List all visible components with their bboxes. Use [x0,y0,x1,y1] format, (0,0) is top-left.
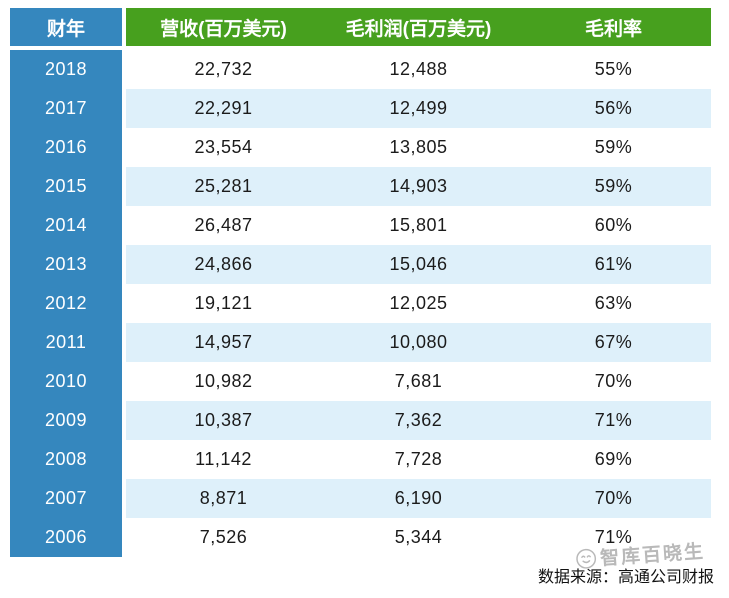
table-row: 2015 25,281 14,903 59% [10,167,711,206]
table-body: 2018 22,732 12,488 55% 2017 22,291 12,49… [10,50,711,557]
data-source-note: 数据来源：高通公司财报 [537,569,714,586]
gross-profit-cell: 12,025 [389,293,448,313]
fiscal-year-cell: 2016 [10,128,122,167]
table-row: 2014 26,487 15,801 60% [10,206,711,245]
gross-margin-cell: 71% [594,410,633,430]
row-data-cells: 7,526 5,344 71% [126,518,711,557]
gross-margin-cell: 70% [594,371,633,391]
table-row: 2006 7,526 5,344 71% [10,518,711,557]
row-data-cells: 24,866 15,046 61% [126,245,711,284]
gross-margin-cell: 61% [594,254,633,274]
gross-margin-cell: 69% [594,449,633,469]
gross-margin-cell: 55% [594,59,633,79]
watermark: 智库百晓生 [574,536,706,572]
gross-profit-cell: 12,488 [389,59,448,79]
table-row: 2009 10,387 7,362 71% [10,401,711,440]
gross-margin-cell: 71% [594,527,633,547]
table-header-green-band: 营收(百万美元) 毛利润(百万美元) 毛利率 [126,8,711,46]
revenue-cell: 22,291 [194,98,253,118]
row-data-cells: 10,982 7,681 70% [126,362,711,401]
gross-profit-cell: 7,362 [394,410,443,430]
row-data-cells: 23,554 13,805 59% [126,128,711,167]
gross-profit-cell: 15,801 [389,215,448,235]
table-row: 2012 19,121 12,025 63% [10,284,711,323]
financial-table: 财年 营收(百万美元) 毛利润(百万美元) 毛利率 2018 22,732 12… [10,8,711,557]
table-header-row: 财年 营收(百万美元) 毛利润(百万美元) 毛利率 [10,8,711,46]
fiscal-year-cell: 2012 [10,284,122,323]
gross-margin-cell: 59% [594,176,633,196]
row-data-cells: 14,957 10,080 67% [126,323,711,362]
revenue-cell: 8,871 [199,488,248,508]
table-row: 2010 10,982 7,681 70% [10,362,711,401]
gross-profit-cell: 15,046 [389,254,448,274]
row-data-cells: 22,291 12,499 56% [126,89,711,128]
gross-margin-cell: 59% [594,137,633,157]
fiscal-year-cell: 2007 [10,479,122,518]
revenue-cell: 11,142 [195,449,252,469]
gross-profit-cell: 14,903 [389,176,448,196]
column-header-gross-margin: 毛利率 [584,18,642,40]
fiscal-year-cell: 2015 [10,167,122,206]
revenue-cell: 19,121 [194,293,253,313]
row-data-cells: 8,871 6,190 70% [126,479,711,518]
row-data-cells: 26,487 15,801 60% [126,206,711,245]
revenue-cell: 24,866 [194,254,253,274]
revenue-cell: 7,526 [199,527,248,547]
table-row: 2013 24,866 15,046 61% [10,245,711,284]
revenue-cell: 23,554 [194,137,253,157]
fiscal-year-cell: 2011 [10,323,122,362]
table-row: 2011 14,957 10,080 67% [10,323,711,362]
gross-margin-cell: 56% [594,98,633,118]
fiscal-year-cell: 2013 [10,245,122,284]
gross-profit-cell: 6,190 [394,488,443,508]
column-header-revenue: 营收(百万美元) [160,18,287,40]
table-row: 2008 11,142 7,728 69% [10,440,711,479]
fiscal-year-cell: 2017 [10,89,122,128]
row-data-cells: 22,732 12,488 55% [126,50,711,89]
table-row: 2016 23,554 13,805 59% [10,128,711,167]
fiscal-year-cell: 2009 [10,401,122,440]
fiscal-year-cell: 2008 [10,440,122,479]
revenue-cell: 26,487 [194,215,253,235]
column-header-fiscal-year: 财年 [10,8,122,46]
gross-margin-cell: 70% [594,488,633,508]
gross-profit-cell: 5,344 [394,527,443,547]
revenue-cell: 14,957 [194,332,253,352]
fiscal-year-cell: 2010 [10,362,122,401]
column-header-gross-profit: 毛利润(百万美元) [345,18,492,40]
fiscal-year-cell: 2006 [10,518,122,557]
gross-profit-cell: 10,080 [389,332,448,352]
row-data-cells: 19,121 12,025 63% [126,284,711,323]
gross-margin-cell: 67% [594,332,633,352]
gross-profit-cell: 7,728 [394,449,443,469]
gross-profit-cell: 12,499 [389,98,448,118]
row-data-cells: 25,281 14,903 59% [126,167,711,206]
table-row: 2018 22,732 12,488 55% [10,50,711,89]
smiley-face-icon [576,548,597,569]
revenue-cell: 22,732 [194,59,253,79]
fiscal-year-cell: 2018 [10,50,122,89]
gross-margin-cell: 63% [594,293,633,313]
gross-profit-cell: 7,681 [394,371,443,391]
row-data-cells: 11,142 7,728 69% [126,440,711,479]
row-data-cells: 10,387 7,362 71% [126,401,711,440]
gross-profit-cell: 13,805 [389,137,448,157]
table-row: 2007 8,871 6,190 70% [10,479,711,518]
revenue-cell: 25,281 [194,176,253,196]
table-row: 2017 22,291 12,499 56% [10,89,711,128]
gross-margin-cell: 60% [594,215,633,235]
fiscal-year-cell: 2014 [10,206,122,245]
revenue-cell: 10,387 [194,410,253,430]
revenue-cell: 10,982 [194,371,253,391]
